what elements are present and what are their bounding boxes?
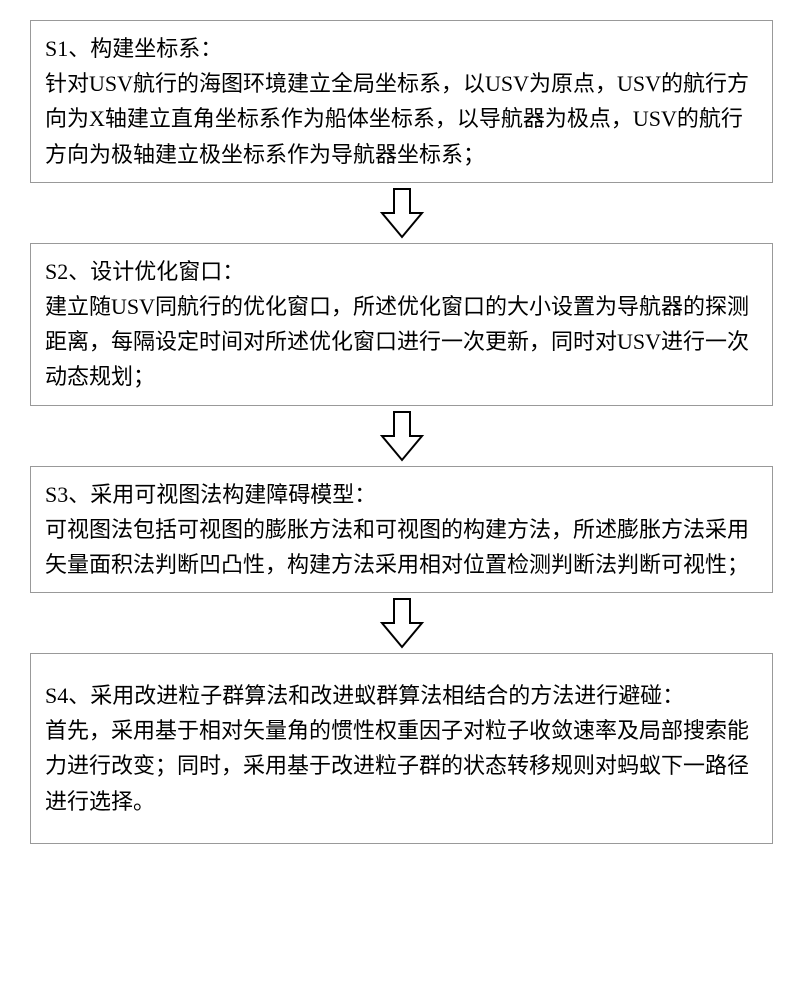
arrow-s3-s4 xyxy=(30,593,773,653)
step-title-s4: S4、采用改进粒子群算法和改进蚁群算法相结合的方法进行避碰： xyxy=(45,683,684,708)
down-arrow-icon xyxy=(372,185,432,241)
step-body-s3: 可视图法包括可视图的膨胀方法和可视图的构建方法，所述膨胀方法采用矢量面积法判断凹… xyxy=(45,517,749,577)
step-box-s4: S4、采用改进粒子群算法和改进蚁群算法相结合的方法进行避碰： 首先，采用基于相对… xyxy=(30,653,773,844)
down-arrow-icon xyxy=(372,408,432,464)
step-title-s2: S2、设计优化窗口： xyxy=(45,259,244,284)
arrow-s1-s2 xyxy=(30,183,773,243)
step-box-s1: S1、构建坐标系： 针对USV航行的海图环境建立全局坐标系，以USV为原点，US… xyxy=(30,20,773,183)
step-box-s3: S3、采用可视图法构建障碍模型： 可视图法包括可视图的膨胀方法和可视图的构建方法… xyxy=(30,466,773,594)
step-text-s3: S3、采用可视图法构建障碍模型： 可视图法包括可视图的膨胀方法和可视图的构建方法… xyxy=(45,477,758,583)
arrow-s2-s3 xyxy=(30,406,773,466)
step-title-s1: S1、构建坐标系： xyxy=(45,36,222,61)
step-body-s2: 建立随USV同航行的优化窗口，所述优化窗口的大小设置为导航器的探测距离，每隔设定… xyxy=(45,294,749,389)
step-box-s2: S2、设计优化窗口： 建立随USV同航行的优化窗口，所述优化窗口的大小设置为导航… xyxy=(30,243,773,406)
step-body-s1: 针对USV航行的海图环境建立全局坐标系，以USV为原点，USV的航行方向为X轴建… xyxy=(45,71,749,166)
down-arrow-icon xyxy=(372,595,432,651)
step-text-s4: S4、采用改进粒子群算法和改进蚁群算法相结合的方法进行避碰： 首先，采用基于相对… xyxy=(45,678,758,819)
step-title-s3: S3、采用可视图法构建障碍模型： xyxy=(45,482,376,507)
step-text-s1: S1、构建坐标系： 针对USV航行的海图环境建立全局坐标系，以USV为原点，US… xyxy=(45,31,758,172)
flowchart-container: S1、构建坐标系： 针对USV航行的海图环境建立全局坐标系，以USV为原点，US… xyxy=(30,20,773,844)
step-text-s2: S2、设计优化窗口： 建立随USV同航行的优化窗口，所述优化窗口的大小设置为导航… xyxy=(45,254,758,395)
step-body-s4: 首先，采用基于相对矢量角的惯性权重因子对粒子收敛速率及局部搜索能力进行改变；同时… xyxy=(45,718,749,813)
